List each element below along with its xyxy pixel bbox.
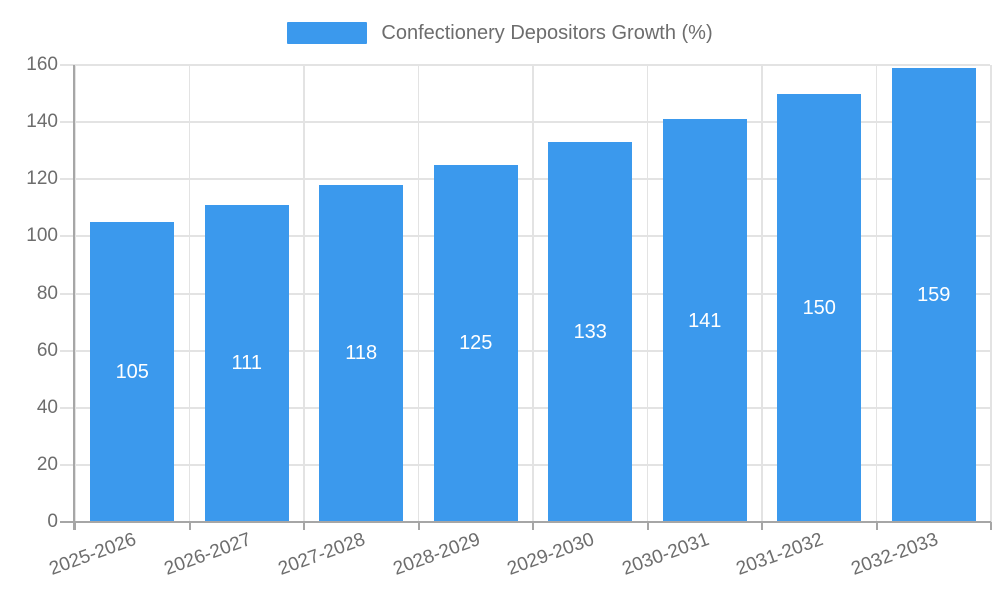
y-axis-label: 20 [36,453,58,475]
bar[interactable] [777,93,862,522]
y-axis-label: 0 [47,511,58,532]
x-gridline [532,65,534,522]
y-axis-label: 160 [26,54,58,75]
x-gridline [761,65,763,522]
y-axis-label: 60 [36,339,58,361]
x-axis-label: 2030-2031 [619,529,712,580]
x-gridline [188,65,191,522]
x-gridline [74,65,76,522]
bar-value-label: 133 [573,321,607,344]
x-axis-label: 2029-2030 [504,529,598,580]
x-axis-label: 2032-2033 [848,529,941,580]
y-gridline [60,178,990,181]
x-gridline [646,65,649,522]
x-axis-label: 2028-2029 [390,529,483,580]
y-gridline [60,235,990,238]
x-axis-label: 2027-2028 [275,529,369,580]
x-axis-label: 2026-2027 [161,529,254,580]
x-axis-tick [990,522,992,530]
bar-value-label: 111 [231,352,262,375]
y-axis-label: 80 [36,282,58,304]
bar[interactable] [662,119,747,522]
y-axis-label: 100 [26,225,58,247]
legend-swatch-icon [287,22,368,44]
y-axis-label: 140 [26,111,58,133]
bar[interactable] [548,142,633,522]
y-gridline [60,121,990,124]
bar[interactable] [204,204,289,522]
y-axis-label: 120 [26,168,58,190]
x-axis-label: 2031-2032 [733,529,827,580]
x-axis-tick [646,522,649,530]
x-axis-label: 2025-2026 [46,529,140,580]
bar[interactable] [319,184,404,522]
x-axis-tick [532,522,534,530]
legend[interactable]: Confectionery Depositors Growth (%) [0,21,1000,45]
x-gridline [303,65,305,522]
y-gridline [60,406,990,409]
x-axis-tick [303,522,305,530]
y-gridline [60,349,990,352]
x-gridline [417,65,420,522]
x-axis-tick [74,522,76,530]
y-axis-label: 40 [36,396,58,418]
x-axis-tick [761,522,763,530]
bar[interactable] [433,164,518,522]
legend-label: Confectionery Depositors Growth (%) [381,22,713,44]
x-gridline [990,65,992,522]
bar-value-label: 105 [115,361,149,384]
bar-value-label: 150 [802,296,836,319]
y-gridline [60,64,990,66]
x-axis-tick [417,522,420,530]
y-gridline [60,292,990,295]
x-axis-tick [188,522,191,530]
bar[interactable] [90,222,175,522]
bar[interactable] [891,67,976,522]
x-axis-line [60,521,991,523]
bar-value-label: 125 [459,332,493,355]
y-axis-line [73,65,75,530]
x-gridline [875,65,878,522]
bar-value-label: 118 [345,342,378,365]
y-gridline [60,463,990,466]
x-axis-tick [875,522,878,530]
bar-value-label: 141 [688,309,722,332]
bar-value-label: 159 [917,283,951,306]
